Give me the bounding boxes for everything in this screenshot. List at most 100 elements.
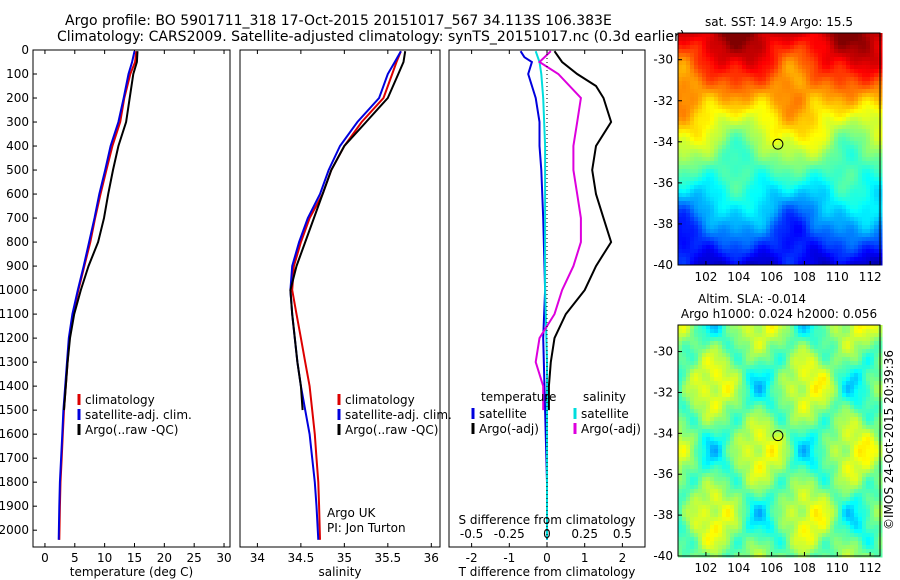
heatmap-cell [690, 261, 695, 266]
heatmap-cell [766, 113, 771, 118]
heatmap-cell [682, 213, 687, 218]
heatmap-cell [718, 49, 723, 54]
heatmap-cell [782, 325, 787, 330]
heatmap-cell [750, 333, 755, 338]
heatmap-cell [742, 113, 747, 118]
heatmap-cell [870, 165, 875, 170]
heatmap-cell [786, 413, 791, 418]
heatmap-cell [726, 365, 731, 370]
heatmap-cell [710, 189, 715, 194]
heatmap-cell [730, 73, 735, 78]
heatmap-cell [786, 405, 791, 410]
heatmap-cell [678, 413, 683, 418]
heatmap-cell [814, 173, 819, 178]
heatmap-cell [726, 53, 731, 58]
heatmap-cell [814, 121, 819, 126]
heatmap-cell [730, 201, 735, 206]
heatmap-cell [802, 33, 807, 38]
heatmap-cell [714, 345, 719, 350]
heatmap-cell [830, 73, 835, 78]
heatmap-cell [694, 181, 699, 186]
heatmap-cell [706, 169, 711, 174]
heatmap-cell [858, 393, 863, 398]
heatmap-cell [866, 437, 871, 442]
heatmap-cell [738, 345, 743, 350]
heatmap-cell [774, 153, 779, 158]
heatmap-cell [718, 121, 723, 126]
heatmap-cell [862, 409, 867, 414]
heatmap-cell [766, 41, 771, 46]
heatmap-cell [686, 457, 691, 462]
heatmap-cell [854, 217, 859, 222]
heatmap-cell [778, 237, 783, 242]
heatmap-cell [806, 105, 811, 110]
heatmap-cell [826, 413, 831, 418]
heatmap-cell [798, 81, 803, 86]
heatmap-cell [690, 113, 695, 118]
heatmap-cell [726, 109, 731, 114]
heatmap-cell [702, 121, 707, 126]
heatmap-cell [754, 217, 759, 222]
heatmap-cell [726, 85, 731, 90]
heatmap-cell [826, 77, 831, 82]
heatmap-cell [814, 389, 819, 394]
heatmap-cell [834, 105, 839, 110]
heatmap-cell [734, 49, 739, 54]
heatmap-cell [682, 449, 687, 454]
heatmap-cell [758, 209, 763, 214]
heatmap-cell [794, 341, 799, 346]
heatmap-cell [738, 389, 743, 394]
heatmap-cell [750, 353, 755, 358]
heatmap-cell [782, 469, 787, 474]
heatmap-cell [706, 57, 711, 62]
heatmap-cell [722, 197, 727, 202]
heatmap-cell [682, 105, 687, 110]
heatmap-cell [814, 249, 819, 254]
heatmap-cell [734, 173, 739, 178]
heatmap-cell [698, 109, 703, 114]
heatmap-cell [742, 385, 747, 390]
heatmap-cell [750, 429, 755, 434]
heatmap-cell [862, 109, 867, 114]
heatmap-cell [714, 413, 719, 418]
heatmap-cell [714, 37, 719, 42]
heatmap-cell [786, 449, 791, 454]
heatmap-cell [718, 253, 723, 258]
heatmap-cell [718, 169, 723, 174]
heatmap-cell [774, 397, 779, 402]
heatmap-cell [702, 157, 707, 162]
heatmap-cell [718, 125, 723, 130]
heatmap-cell [786, 245, 791, 250]
heatmap-cell [862, 361, 867, 366]
heatmap-cell [830, 181, 835, 186]
heatmap-cell [742, 249, 747, 254]
heatmap-cell [790, 45, 795, 50]
heatmap-cell [726, 173, 731, 178]
heatmap-cell [830, 137, 835, 142]
heatmap-cell [714, 425, 719, 430]
heatmap-cell [714, 105, 719, 110]
heatmap-cell [822, 133, 827, 138]
heatmap-cell [758, 89, 763, 94]
heatmap-cell [838, 373, 843, 378]
heatmap-cell [686, 233, 691, 238]
heatmap-cell [722, 221, 727, 226]
heatmap-cell [726, 233, 731, 238]
heatmap-cell [694, 441, 699, 446]
heatmap-cell [714, 33, 719, 38]
heatmap-cell [830, 325, 835, 330]
heatmap-cell [706, 141, 711, 146]
heatmap-cell [838, 397, 843, 402]
heatmap-cell [730, 193, 735, 198]
heatmap-cell [838, 261, 843, 266]
heatmap-cell [710, 145, 715, 150]
heatmap-cell [750, 217, 755, 222]
heatmap-cell [790, 65, 795, 70]
heatmap-cell [746, 417, 751, 422]
heatmap-cell [730, 253, 735, 258]
heatmap-cell [686, 357, 691, 362]
heatmap-cell [842, 421, 847, 426]
heatmap-cell [874, 153, 879, 158]
heatmap-cell [738, 101, 743, 106]
heatmap-cell [862, 73, 867, 78]
